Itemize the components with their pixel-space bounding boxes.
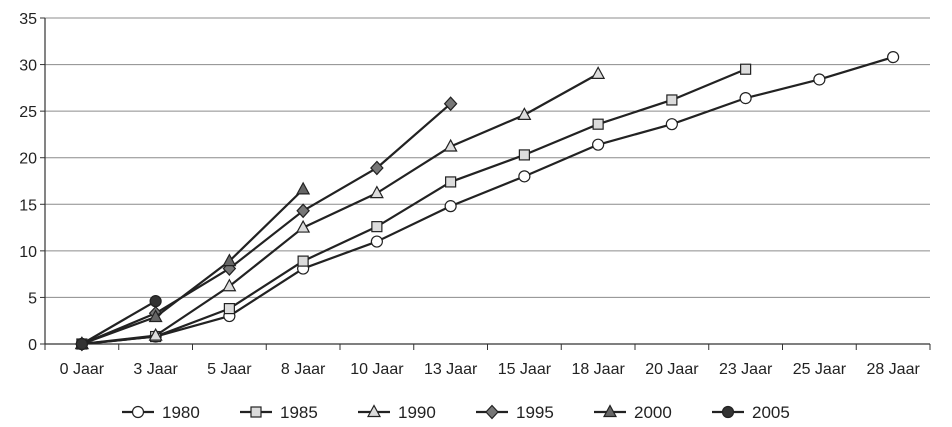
data-point — [813, 73, 826, 86]
data-point — [75, 337, 88, 351]
data-point — [591, 66, 606, 79]
data-point — [370, 160, 384, 176]
y-tick-label: 0 — [28, 337, 37, 354]
data-point — [445, 176, 457, 188]
x-tick-label: 8 Jaar — [281, 361, 326, 378]
y-tick-label: 35 — [19, 11, 37, 28]
data-point — [222, 253, 237, 267]
legend-label: 1985 — [280, 403, 318, 422]
data-point — [370, 235, 383, 248]
x-tick-label: 18 Jaar — [571, 361, 625, 378]
legend-label: 1990 — [398, 403, 436, 422]
y-tick-label: 10 — [19, 244, 37, 261]
x-tick-label: 15 Jaar — [498, 361, 552, 378]
data-point — [887, 51, 900, 64]
data-point — [296, 219, 311, 233]
data-point — [518, 170, 531, 183]
legend-marker — [721, 405, 735, 419]
legend-marker — [250, 406, 262, 418]
data-point — [740, 63, 752, 75]
x-tick-label: 20 Jaar — [645, 361, 699, 378]
series-group — [74, 51, 900, 352]
data-point — [148, 327, 163, 341]
data-point — [592, 118, 604, 130]
y-tick-label: 20 — [19, 151, 37, 168]
data-point — [444, 200, 457, 213]
legend-label: 1995 — [516, 403, 554, 422]
y-axis-ticks: 0 5 10 15 20 25 30 35 — [19, 11, 45, 354]
data-point — [371, 221, 383, 233]
x-tick-label: 3 Jaar — [133, 361, 178, 378]
y-tick-label: 15 — [19, 197, 37, 214]
y-tick-label: 5 — [28, 290, 37, 307]
data-point — [592, 138, 605, 151]
x-axis-ticks: 0 Jaar 3 Jaar 5 Jaar 8 Jaar 10 Jaar 13 Jaar 15… — [44, 344, 931, 378]
data-point — [369, 185, 384, 199]
series-line — [81, 102, 452, 346]
data-point — [222, 278, 237, 292]
x-tick-label: 0 Jaar — [60, 361, 105, 378]
legend-item: 2005 — [712, 403, 790, 422]
series-1990 — [74, 66, 606, 350]
series-line — [81, 56, 894, 346]
data-point — [739, 92, 752, 105]
data-point — [148, 309, 163, 323]
legend-item: 1985 — [240, 403, 318, 422]
data-point — [296, 203, 310, 219]
data-point — [666, 94, 678, 106]
data-point — [443, 96, 458, 112]
legend-item: 1990 — [358, 403, 436, 422]
legend-item: 1995 — [476, 403, 554, 422]
series-line — [81, 188, 304, 346]
series-2005 — [75, 295, 162, 351]
data-point — [665, 118, 678, 131]
legend-label: 2000 — [634, 403, 672, 422]
legend-label: 1980 — [162, 403, 200, 422]
series-line — [81, 300, 157, 345]
data-point — [518, 149, 530, 161]
series-1985 — [76, 63, 752, 350]
x-tick-label: 5 Jaar — [207, 361, 252, 378]
legend-item: 2000 — [594, 403, 672, 422]
y-tick-label: 25 — [19, 104, 37, 121]
legend-item: 1980 — [122, 403, 200, 422]
data-point — [517, 107, 532, 120]
x-tick-label: 23 Jaar — [719, 361, 773, 378]
series-line — [81, 72, 599, 346]
legend: 1980 1985 1990 1995 2000 2005 — [122, 403, 790, 422]
x-tick-label: 13 Jaar — [424, 361, 478, 378]
x-tick-label: 25 Jaar — [793, 361, 847, 378]
series-line — [81, 68, 747, 346]
legend-marker — [131, 405, 145, 419]
legend-marker — [366, 404, 382, 418]
x-tick-label: 10 Jaar — [350, 361, 404, 378]
data-point — [297, 255, 309, 267]
x-tick-label: 28 Jaar — [866, 361, 920, 378]
gridlines — [45, 17, 930, 298]
legend-label: 2005 — [752, 403, 790, 422]
data-point — [223, 303, 235, 315]
data-point — [296, 181, 311, 195]
y-tick-label: 30 — [19, 58, 37, 75]
legend-marker — [485, 404, 499, 420]
data-point — [149, 295, 162, 308]
legend-marker — [602, 404, 618, 418]
data-point — [443, 138, 458, 152]
axes — [44, 18, 930, 345]
